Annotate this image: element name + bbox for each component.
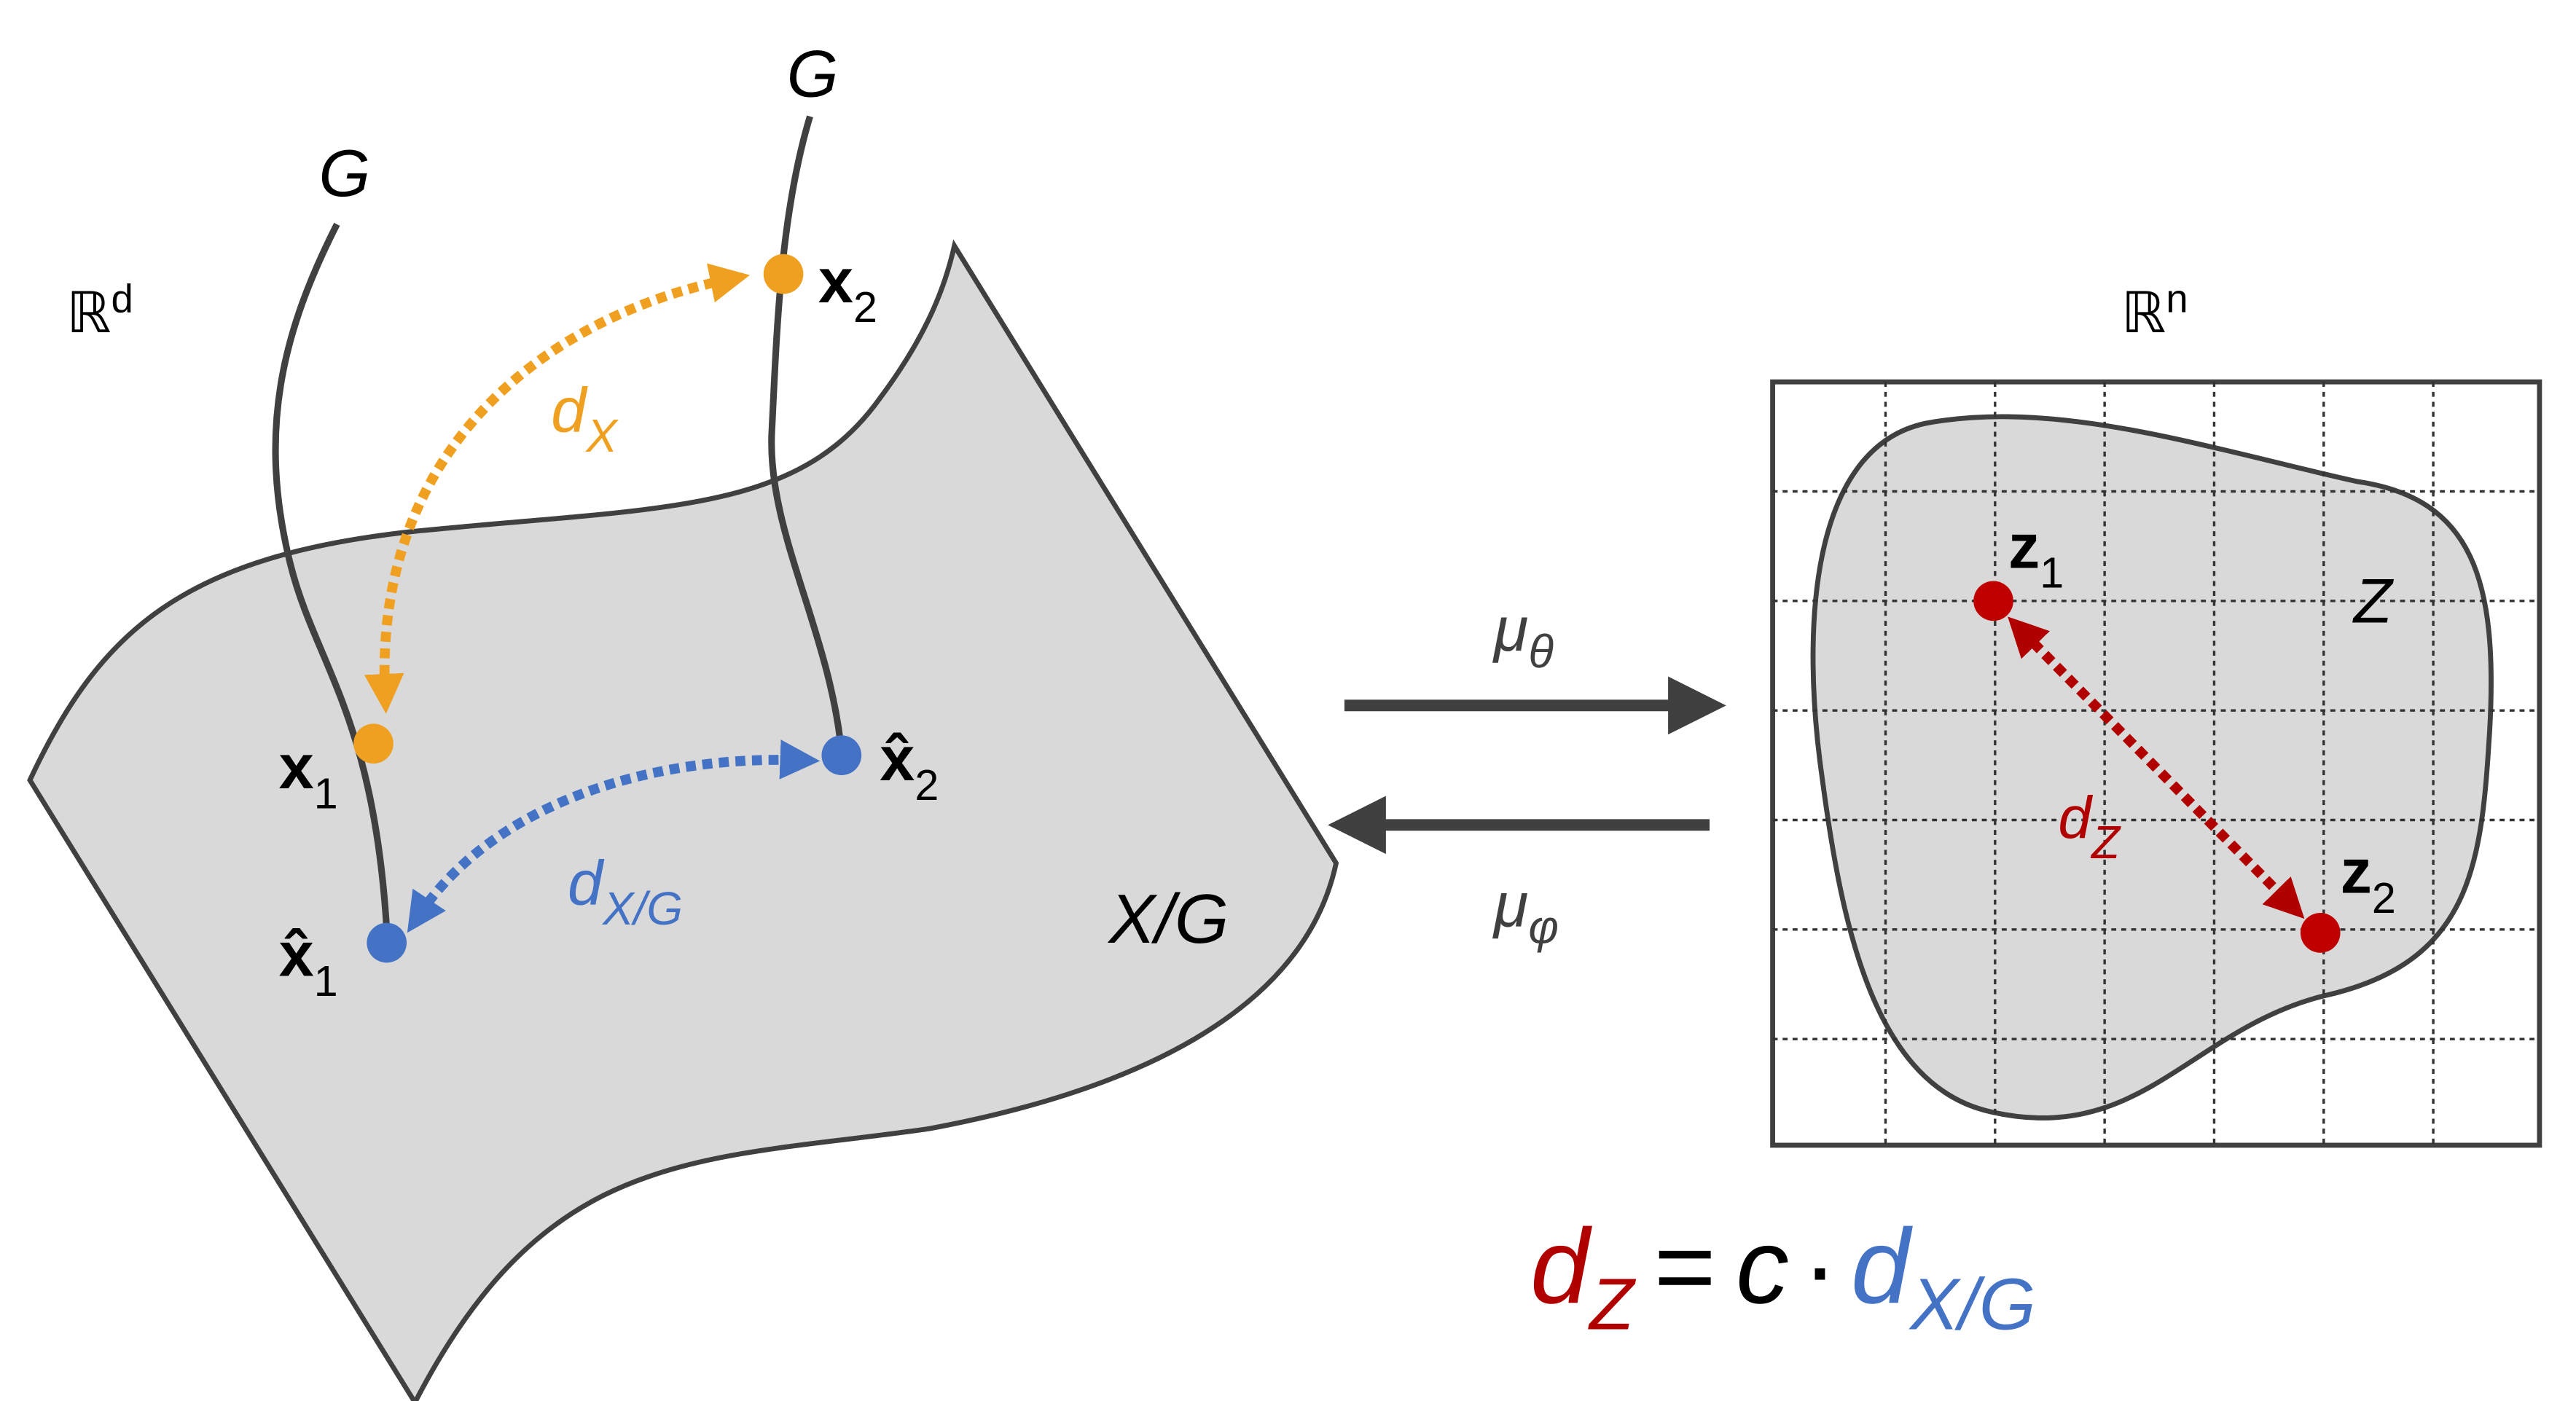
distance-base: d: [2058, 785, 2093, 852]
orbit-curve: [768, 115, 845, 753]
map-base: μ: [1492, 594, 1528, 664]
point-sub: 1: [314, 769, 338, 818]
map-label: μφ: [1492, 870, 1559, 953]
distance-sub: X/G: [601, 882, 683, 935]
space-label: ℝn: [2121, 277, 2188, 345]
point-sub: 2: [2372, 874, 2396, 922]
equation: dZ = c · dX/G: [1530, 1206, 2036, 1345]
orbit-label: G: [318, 137, 370, 211]
point-sub: 2: [853, 283, 877, 331]
orbit-label: G: [787, 37, 839, 111]
equation-dot: ·: [1802, 1206, 1838, 1325]
set-label: X/G: [1108, 880, 1229, 958]
distance-arrow: [407, 739, 821, 933]
distance-sub: Z: [2090, 816, 2121, 868]
point: [367, 922, 407, 963]
equation-eq: =: [1654, 1206, 1716, 1325]
equation-lhs-base: d: [1530, 1206, 1592, 1325]
point-base: z: [2008, 511, 2040, 581]
point: [821, 735, 862, 775]
map-sub: φ: [1528, 900, 1559, 953]
point-sub: 1: [2040, 549, 2064, 597]
map-label: μθ: [1492, 594, 1554, 678]
space-label-sup: n: [2166, 277, 2188, 321]
point-base: x̂: [880, 724, 915, 794]
equation-rhs-base: d: [1851, 1206, 1913, 1325]
point-label: z1: [2008, 511, 2064, 597]
quotient-surface: [27, 239, 1339, 1401]
equation-lhs-sub: Z: [1588, 1264, 1636, 1346]
point: [1973, 581, 2013, 621]
distance-sub: X: [584, 409, 619, 462]
space-label-base: ℝ: [2121, 282, 2166, 345]
equation-rhs-sub: X/G: [1908, 1264, 2036, 1346]
distance-label: dX/G: [568, 849, 683, 935]
space-label-sup: d: [111, 277, 133, 321]
distance-arrow: [2008, 616, 2305, 919]
point-base: x: [279, 732, 314, 802]
point-base: x: [818, 246, 853, 316]
point-base: x̂: [279, 920, 314, 990]
distance-base: d: [568, 849, 605, 919]
point-sub: 1: [314, 957, 338, 1005]
point: [353, 723, 394, 764]
point-sub: 2: [915, 761, 939, 809]
point-base: z: [2341, 837, 2372, 907]
map-sub: θ: [1528, 625, 1554, 678]
set-label: Z: [2352, 566, 2395, 636]
point: [2300, 913, 2341, 953]
point-label: x2: [818, 246, 877, 331]
equation-c: c: [1736, 1206, 1789, 1325]
point-label: z2: [2341, 837, 2396, 922]
distance-base: d: [551, 376, 588, 446]
distance-label: dX: [551, 376, 619, 462]
orbit-curve: [272, 222, 391, 930]
point-label: x̂1: [279, 920, 338, 1005]
distance-label: dZ: [2058, 785, 2121, 868]
space-label: ℝd: [66, 277, 133, 345]
space-label-base: ℝ: [66, 282, 111, 345]
map-base: μ: [1492, 870, 1528, 940]
point: [763, 254, 804, 294]
point-label: x1: [279, 732, 338, 817]
point-label: x̂2: [880, 724, 939, 809]
